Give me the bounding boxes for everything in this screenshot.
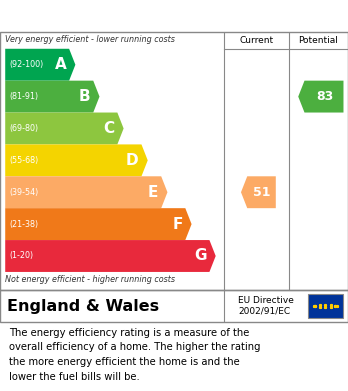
Polygon shape (241, 176, 276, 208)
Polygon shape (5, 49, 76, 81)
Text: (1-20): (1-20) (9, 251, 33, 260)
Polygon shape (5, 113, 124, 144)
Text: E: E (148, 185, 158, 200)
Text: EU Directive
2002/91/EC: EU Directive 2002/91/EC (238, 296, 294, 316)
Text: C: C (103, 121, 114, 136)
Text: England & Wales: England & Wales (7, 298, 159, 314)
Text: D: D (126, 153, 139, 168)
Text: Potential: Potential (299, 36, 338, 45)
Text: F: F (172, 217, 182, 231)
Polygon shape (298, 81, 343, 113)
Text: 83: 83 (316, 90, 334, 103)
Text: A: A (55, 57, 66, 72)
FancyBboxPatch shape (308, 294, 343, 317)
Text: (69-80): (69-80) (9, 124, 39, 133)
Polygon shape (5, 208, 191, 240)
Text: (81-91): (81-91) (9, 92, 39, 101)
Text: (39-54): (39-54) (9, 188, 39, 197)
Text: Not energy efficient - higher running costs: Not energy efficient - higher running co… (5, 274, 175, 283)
Text: Very energy efficient - lower running costs: Very energy efficient - lower running co… (5, 34, 175, 43)
Text: B: B (79, 89, 90, 104)
Text: (92-100): (92-100) (9, 60, 44, 69)
Polygon shape (5, 81, 100, 113)
Text: Energy Efficiency Rating: Energy Efficiency Rating (9, 7, 238, 25)
Polygon shape (5, 240, 216, 272)
Text: Current: Current (239, 36, 274, 45)
Text: The energy efficiency rating is a measure of the
overall efficiency of a home. T: The energy efficiency rating is a measur… (9, 328, 260, 382)
Text: G: G (194, 249, 207, 264)
Polygon shape (5, 176, 167, 208)
Polygon shape (5, 144, 148, 176)
Text: 51: 51 (253, 186, 271, 199)
Text: (55-68): (55-68) (9, 156, 39, 165)
Text: (21-38): (21-38) (9, 220, 39, 229)
